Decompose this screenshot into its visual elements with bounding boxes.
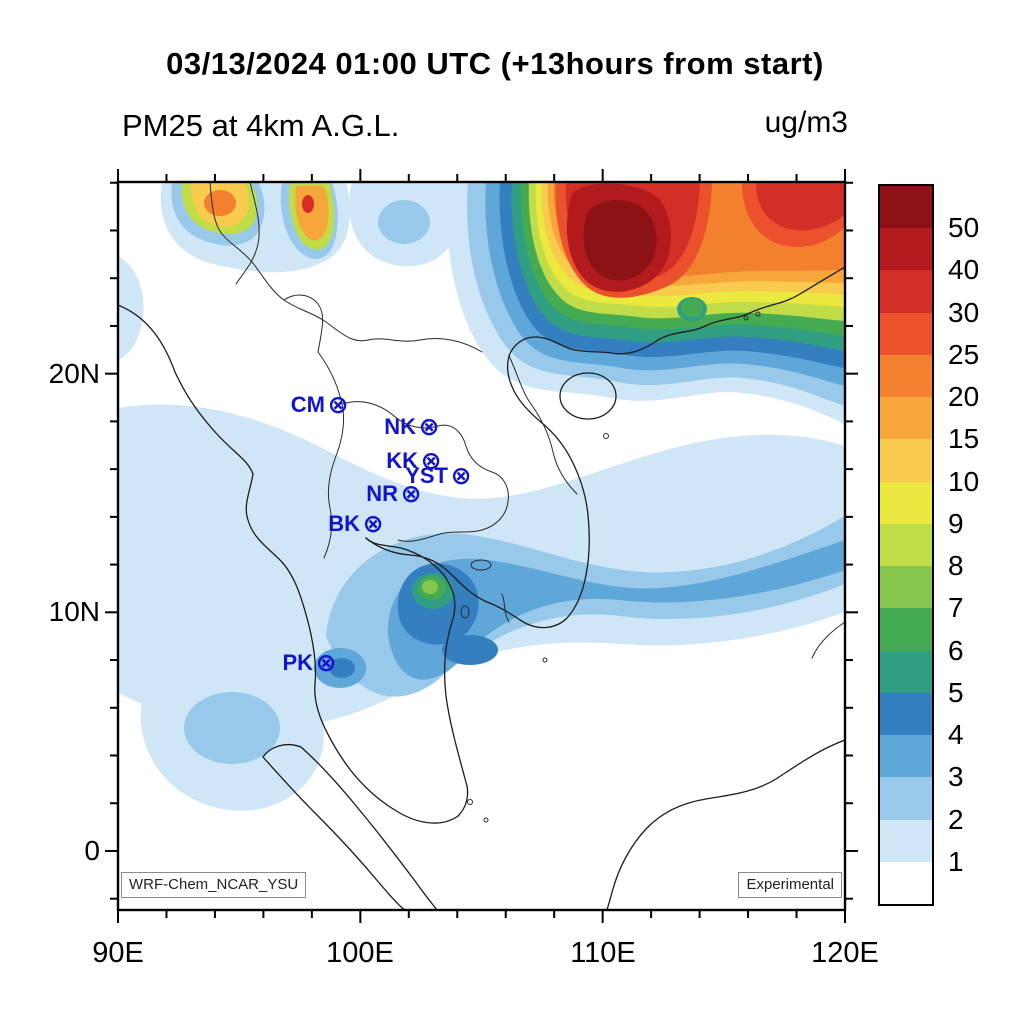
colorbar-level-label: 30 <box>948 296 980 328</box>
station-marker-icon: ⊗ <box>363 509 384 538</box>
island-dot <box>542 657 548 663</box>
y-axis-label: 20N <box>48 358 100 389</box>
colorbar-level-label: 15 <box>948 423 980 455</box>
border-myanmar-thailand <box>317 351 345 559</box>
model-name-badge: WRF-Chem_NCAR_YSU <box>121 872 307 898</box>
colorbar-level-label: 40 <box>948 254 980 286</box>
colorbar-level-label: 25 <box>948 338 980 370</box>
station-marker-icon: ⊗ <box>328 390 349 419</box>
experimental-badge: Experimental <box>738 872 842 898</box>
station-label: YST <box>405 463 448 488</box>
station-marker-icon: ⊗ <box>401 479 422 508</box>
island-dot <box>483 817 489 823</box>
coastline-sumatra-west <box>262 756 405 909</box>
station-marker-icon: ⊗ <box>316 648 337 677</box>
coastline-sumatra-tip <box>262 743 302 758</box>
contour-fill-field <box>119 183 844 811</box>
y-axis-label: 10N <box>48 596 100 627</box>
coastline-hainan <box>559 372 617 420</box>
x-axis-label: 100E <box>326 937 394 969</box>
colorbar-segment <box>880 481 932 524</box>
colorbar-level-label: 20 <box>948 381 980 413</box>
colorbar-segment <box>880 650 932 693</box>
lake-tonle-sap <box>470 559 492 571</box>
station-marker-icon: ⊗ <box>421 446 442 475</box>
colorbar-segment <box>880 566 932 609</box>
units-label: ug/m3 <box>764 106 848 139</box>
island-phu-quoc <box>460 605 470 619</box>
x-axis-label: 90E <box>92 937 144 969</box>
coastline-south-china <box>508 266 844 357</box>
border-vietnam-laos <box>508 355 578 495</box>
station-label: CM <box>291 392 325 417</box>
colorbar-level-label: 1 <box>948 845 964 877</box>
island-dot <box>755 311 761 317</box>
axis-ticks <box>105 169 858 923</box>
colorbar-segment <box>880 819 932 862</box>
island-dot <box>743 315 749 321</box>
colorbar-level-label: 50 <box>948 212 980 244</box>
coastline-palawan-tip <box>811 622 844 659</box>
variable-title: PM25 at 4km A.G.L. <box>122 108 400 143</box>
border-china-south <box>209 183 483 353</box>
colorbar-segment <box>880 312 932 355</box>
colorbar-segment <box>880 523 932 567</box>
datetime-title: 03/13/2024 01:00 UTC (+13hours from star… <box>166 46 824 81</box>
station-label: KK <box>386 448 418 473</box>
colorbar <box>878 184 934 906</box>
colorbar-segment <box>880 861 932 904</box>
colorbar-level-label: 10 <box>948 465 980 497</box>
colorbar-level-label: 9 <box>948 507 964 539</box>
coastline-gulf-east-vietnam <box>365 355 590 629</box>
map-frame <box>116 180 847 912</box>
colorbar-segment <box>880 354 932 398</box>
colorbar-level-label: 8 <box>948 550 964 582</box>
island-dot <box>603 433 609 439</box>
colorbar-segment <box>880 186 932 229</box>
colorbar-level-label: 3 <box>948 761 964 793</box>
station-marker-icon: ⊗ <box>451 461 472 490</box>
station-marker-icon: ⊗ <box>419 412 440 441</box>
station-markers: CM ⊗NK ⊗KK ⊗YST ⊗NR ⊗BK ⊗PK ⊗ <box>282 390 471 677</box>
station-label: NK <box>384 414 416 439</box>
colorbar-segment <box>880 439 932 482</box>
colorbar-segment <box>880 608 932 651</box>
station-label: PK <box>282 650 313 675</box>
colorbar-level-label: 4 <box>948 719 964 751</box>
colorbar-segment <box>880 692 932 736</box>
colorbar-segment <box>880 777 932 820</box>
x-axis-label: 120E <box>811 937 879 969</box>
colorbar-segment <box>880 270 932 313</box>
x-axis-label: 110E <box>570 937 636 969</box>
colorbar-level-label: 5 <box>948 676 964 708</box>
coastline-west-peninsula <box>119 304 469 824</box>
station-label: BK <box>328 511 360 536</box>
border-link <box>283 294 324 353</box>
colorbar-segment <box>880 735 932 778</box>
border-thailand-laos <box>341 401 509 542</box>
colorbar-segment <box>880 397 932 440</box>
station-label: NR <box>366 481 398 506</box>
coastline-borneo <box>606 739 844 909</box>
colorbar-level-label: 2 <box>948 803 964 835</box>
coastline-gulf-west <box>365 537 468 787</box>
colorbar-level-label: 7 <box>948 592 964 624</box>
colorbar-segment <box>880 228 932 271</box>
colorbar-level-label: 6 <box>948 634 964 666</box>
coastlines-and-borders <box>119 183 844 909</box>
y-axis-label: 0 <box>84 835 100 866</box>
island-dot <box>467 799 473 805</box>
border-northwest <box>235 183 260 285</box>
river-mekong <box>501 593 510 623</box>
coastline-sumatra-east <box>300 746 438 909</box>
